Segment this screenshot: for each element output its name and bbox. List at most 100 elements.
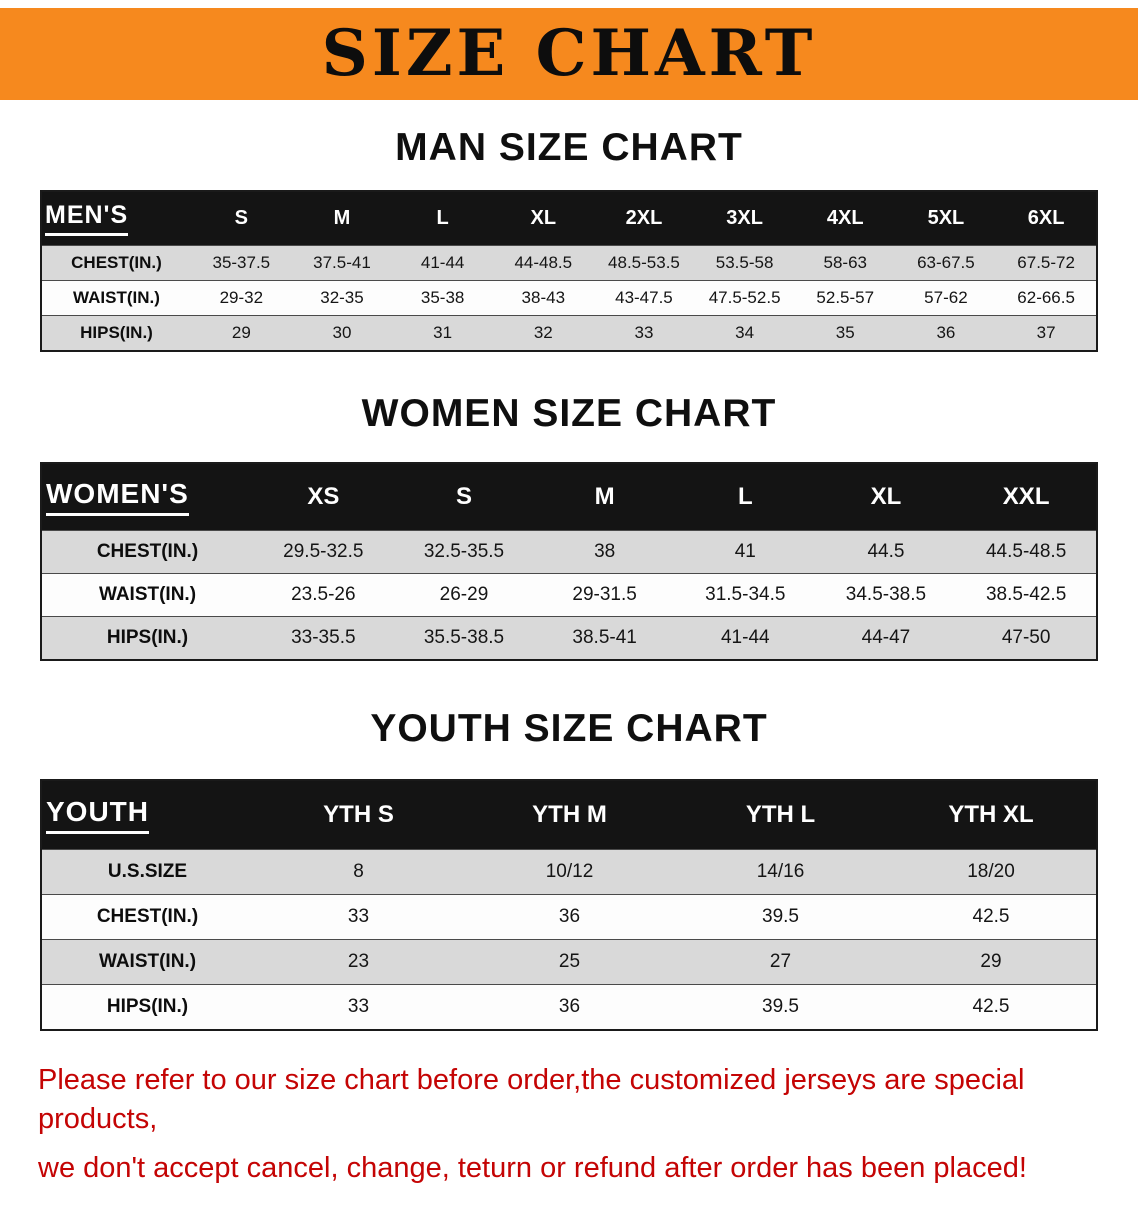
size-value-cell: 33 (634, 323, 654, 342)
size-column-header: L (675, 463, 816, 531)
measurement-row-label: HIPS(IN.) (106, 627, 189, 648)
men-size-section: MAN SIZE CHART MEN'S S M L XL 2XL 3XL 4XL 5XL 6XL… (0, 126, 1138, 352)
size-value-cell: 29.5-32.5 (283, 541, 364, 562)
size-value-cell: 37.5-41 (313, 253, 371, 272)
size-value-cell: 62-66.5 (1017, 288, 1075, 307)
size-value-cell: 38.5-41 (572, 627, 637, 648)
size-value-cell: 44.5 (867, 541, 905, 562)
size-column-header: XXL (956, 463, 1097, 531)
size-value-cell: 38.5-42.5 (985, 584, 1067, 605)
size-value-cell: 42.5 (972, 996, 1010, 1017)
size-column-header: YTH XL (886, 780, 1097, 850)
size-value-cell: 52.5-57 (816, 288, 875, 307)
size-value-cell: 32-35 (320, 288, 364, 307)
measurement-row: HIPS(IN.) 29 30 31 32 33 34 35 36 37 (41, 315, 1097, 351)
size-text: YTH M (532, 801, 607, 828)
size-value-cell: 39.5 (762, 906, 799, 927)
women-size-section: WOMEN SIZE CHART WOMEN'S XS S M L XL XXL CHEST(… (0, 392, 1138, 661)
size-value-cell: 48.5-53.5 (608, 253, 680, 272)
size-column-header: M (292, 191, 393, 246)
table-category-label: WOMEN'S (41, 463, 253, 531)
size-value-cell: 27 (769, 951, 792, 972)
youth-size-section: YOUTH SIZE CHART YOUTH YTH S YTH M YTH L YTH… (0, 707, 1138, 1031)
youth-size-table: YOUTH YTH S YTH M YTH L YTH XL U.S.SIZE 8 10/12… (40, 779, 1098, 1031)
size-value-cell: 38 (594, 541, 616, 562)
size-value-cell: 33 (347, 996, 370, 1017)
size-value-cell: 44-48.5 (514, 253, 573, 272)
measurement-row-label: U.S.SIZE (107, 861, 188, 882)
measurement-row-label: CHEST(IN.) (71, 253, 162, 272)
size-value-cell: 53.5-58 (715, 253, 774, 272)
size-text: S (455, 483, 472, 510)
size-column-header: S (394, 463, 535, 531)
size-value-cell: 35 (835, 323, 855, 342)
size-value-cell: 43-47.5 (615, 288, 673, 307)
size-value-cell: 47-50 (1001, 627, 1051, 648)
size-value-cell: 36 (558, 996, 581, 1017)
size-value-cell: 38-43 (521, 288, 566, 307)
size-column-header: XL (816, 463, 957, 531)
size-value-cell: 31 (433, 323, 453, 342)
size-text: XXL (1002, 483, 1050, 510)
size-text: YTH XL (948, 801, 1034, 828)
size-value-cell: 8 (353, 861, 364, 882)
category-text: MEN'S (45, 201, 129, 236)
measurement-row-label: CHEST(IN.) (96, 541, 199, 562)
size-text: 5XL (927, 207, 965, 229)
size-value-cell: 36 (558, 906, 581, 927)
measurement-row-label: HIPS(IN.) (80, 323, 153, 342)
size-value-cell: 42.5 (972, 906, 1010, 927)
size-value-cell: 67.5-72 (1017, 253, 1075, 272)
measurement-row: CHEST(IN.) 29.5-32.5 32.5-35.5 38 41 44.5 44.5… (41, 530, 1097, 574)
size-value-cell: 44.5-48.5 (985, 541, 1067, 562)
measurement-row-label: WAIST(IN.) (73, 288, 160, 307)
table-header-row: YOUTH YTH S YTH M YTH L YTH XL (41, 780, 1097, 850)
youth-section-heading: YOUTH SIZE CHART (370, 707, 768, 750)
size-value-cell: 10/12 (545, 861, 594, 882)
category-text: YOUTH (46, 796, 149, 834)
size-value-cell: 41 (734, 541, 756, 562)
size-column-header: L (392, 191, 493, 246)
size-value-cell: 29 (231, 323, 251, 342)
table-category-label: YOUTH (41, 780, 253, 850)
title-banner: SIZE CHART (0, 8, 1138, 100)
page-title: SIZE CHART (321, 16, 817, 91)
size-value-cell: 39.5 (762, 996, 799, 1017)
size-value-cell: 41-44 (720, 627, 770, 648)
measurement-row-label: HIPS(IN.) (106, 996, 189, 1017)
size-column-header: XL (493, 191, 594, 246)
size-value-cell: 23.5-26 (291, 584, 356, 605)
table-category-label: MEN'S (41, 191, 191, 246)
size-value-cell: 37 (1036, 323, 1056, 342)
size-column-header: S (191, 191, 292, 246)
measurement-row: CHEST(IN.) 35-37.5 37.5-41 41-44 44-48.5 48.5… (41, 245, 1097, 281)
size-column-header: YTH S (253, 780, 464, 850)
measurement-row: HIPS(IN.) 33 36 39.5 42.5 (41, 984, 1097, 1030)
size-text: YTH S (323, 801, 394, 828)
size-value-cell: 34 (735, 323, 755, 342)
size-value-cell: 35-38 (420, 288, 465, 307)
measurement-row: U.S.SIZE 8 10/12 14/16 18/20 (41, 849, 1097, 895)
measurement-row: CHEST(IN.) 33 36 39.5 42.5 (41, 894, 1097, 940)
size-column-header: YTH M (464, 780, 675, 850)
size-text: XS (307, 483, 340, 510)
women-size-table: WOMEN'S XS S M L XL XXL CHEST(IN.) 29.5-32.5 32.5… (40, 462, 1098, 661)
size-value-cell: 14/16 (756, 861, 805, 882)
size-value-cell: 44-47 (861, 627, 911, 648)
size-column-header: 2XL (594, 191, 695, 246)
size-text: L (737, 483, 753, 510)
category-text: WOMEN'S (46, 478, 189, 516)
size-value-cell: 33-35.5 (291, 627, 356, 648)
size-value-cell: 26-29 (439, 584, 489, 605)
size-value-cell: 57-62 (924, 288, 968, 307)
measurement-row: HIPS(IN.) 33-35.5 35.5-38.5 38.5-41 41-44 44-… (41, 616, 1097, 660)
table-header-row: WOMEN'S XS S M L XL XXL (41, 463, 1097, 531)
size-value-cell: 41-44 (420, 253, 465, 272)
measurement-row: WAIST(IN.) 29-32 32-35 35-38 38-43 43-47.5 47.… (41, 280, 1097, 316)
men-section-heading: MAN SIZE CHART (395, 126, 743, 169)
size-value-cell: 18/20 (967, 861, 1015, 882)
size-text: 2XL (625, 207, 663, 229)
size-text: L (436, 207, 449, 229)
size-value-cell: 34.5-38.5 (845, 584, 927, 605)
men-size-table: MEN'S S M L XL 2XL 3XL 4XL 5XL 6XL CHEST(IN.) 35-37… (40, 190, 1098, 352)
